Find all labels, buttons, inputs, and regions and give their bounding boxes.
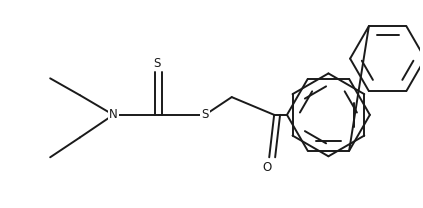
Text: S: S	[201, 108, 209, 121]
Text: S: S	[153, 57, 160, 70]
Text: N: N	[109, 108, 118, 121]
Text: O: O	[263, 161, 272, 174]
